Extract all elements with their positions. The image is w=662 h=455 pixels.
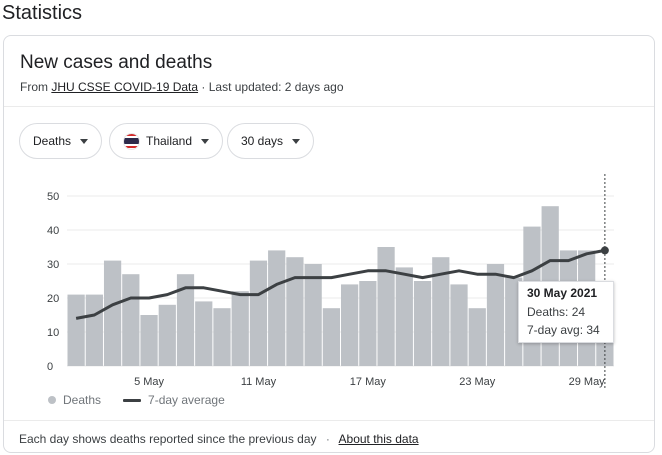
deaths-bar[interactable]: [85, 294, 103, 366]
page-title: Statistics: [2, 2, 83, 24]
flag-stripe-white: [124, 143, 139, 146]
metric-dropdown-label: Deaths: [33, 134, 72, 148]
card-title: New cases and deaths: [20, 52, 213, 73]
thailand-flag-icon: [123, 132, 140, 150]
deaths-bar[interactable]: [213, 308, 231, 366]
y-tick-label: 50: [47, 191, 59, 203]
deaths-bar[interactable]: [468, 308, 486, 366]
y-tick-label: 20: [47, 293, 59, 305]
x-tick-label: 11 May: [241, 376, 277, 388]
tooltip-date: 30 May 2021: [527, 286, 598, 300]
highlight-point: [600, 246, 609, 255]
deaths-bar[interactable]: [249, 260, 268, 366]
source-link[interactable]: JHU CSSE COVID-19 Data: [51, 80, 199, 94]
deaths-bar[interactable]: [268, 250, 286, 366]
bar-legend-swatch: [48, 396, 56, 404]
deaths-bar[interactable]: [486, 264, 505, 366]
footer-note: Each day shows deaths reported since the…: [19, 432, 317, 446]
deaths-bar[interactable]: [122, 274, 140, 366]
deaths-bar[interactable]: [103, 260, 122, 366]
line-legend-swatch: [123, 398, 142, 402]
deaths-bar[interactable]: [140, 315, 158, 366]
divider: [4, 106, 654, 107]
chart-tooltip: 30 May 2021 Deaths: 24 7-day avg: 34: [518, 281, 614, 343]
stats-card: New cases and deaths From JHU CSSE COVID…: [3, 35, 655, 453]
metric-dropdown[interactable]: Deaths: [19, 123, 103, 159]
deaths-bar[interactable]: [67, 294, 85, 366]
deaths-bar[interactable]: [377, 247, 395, 366]
legend-line-label: 7-day average: [148, 393, 225, 407]
legend-bars-label: Deaths: [63, 393, 102, 407]
x-tick-label: 17 May: [350, 376, 387, 388]
country-dropdown[interactable]: Thailand: [109, 123, 224, 159]
deaths-bar[interactable]: [395, 267, 413, 366]
footer: Each day shows deaths reported since the…: [19, 432, 419, 446]
flag-stripe-blue: [124, 138, 139, 144]
chevron-down-icon: [201, 138, 210, 144]
chevron-down-icon: [292, 138, 301, 144]
tooltip-average: 7-day avg: 34: [527, 323, 600, 337]
source-prefix: From: [20, 80, 48, 94]
deaths-bar[interactable]: [432, 257, 450, 366]
deaths-bar[interactable]: [359, 281, 377, 366]
deaths-bar[interactable]: [176, 274, 195, 366]
deaths-bar[interactable]: [231, 291, 249, 366]
deaths-bar[interactable]: [450, 284, 468, 366]
range-dropdown[interactable]: 30 days: [227, 123, 315, 159]
deaths-chart[interactable]: 0 10 20 30 40 50 5 May 11 May 17 May 23 May 29 May: [4, 36, 654, 396]
x-tick-label: 23 May: [459, 376, 496, 388]
deaths-bar[interactable]: [158, 304, 176, 366]
deaths-bar[interactable]: [322, 308, 340, 366]
country-dropdown-label: Thailand: [146, 134, 193, 148]
about-data-link[interactable]: About this data: [338, 432, 419, 446]
divider: [4, 420, 654, 421]
x-tick-label: 5 May: [134, 376, 164, 388]
chevron-down-icon: [80, 138, 89, 144]
seven-day-average-line: [75, 248, 606, 320]
deaths-bar[interactable]: [286, 257, 304, 366]
flag-stripe-red: [124, 133, 139, 137]
y-tick-label: 10: [47, 327, 59, 339]
flag-stripe-white: [124, 136, 139, 139]
deaths-bar[interactable]: [304, 264, 322, 366]
y-tick-label: 30: [47, 259, 59, 271]
y-tick-label: 0: [47, 361, 53, 373]
x-tick-label: 29 May: [569, 376, 606, 388]
deaths-bar[interactable]: [341, 284, 359, 366]
chart-legend: Deaths 7-day average: [48, 393, 225, 407]
footer-separator: ·: [325, 432, 330, 446]
range-dropdown-label: 30 days: [241, 134, 284, 148]
y-tick-label: 40: [47, 225, 59, 237]
last-updated: · Last updated: 2 days ago: [201, 80, 344, 94]
flag-stripe-red: [124, 145, 139, 149]
tooltip-deaths: Deaths: 24: [527, 305, 586, 319]
source-line: From JHU CSSE COVID-19 Data · Last updat…: [20, 80, 344, 94]
deaths-bar[interactable]: [413, 281, 432, 366]
deaths-bar[interactable]: [195, 301, 213, 366]
